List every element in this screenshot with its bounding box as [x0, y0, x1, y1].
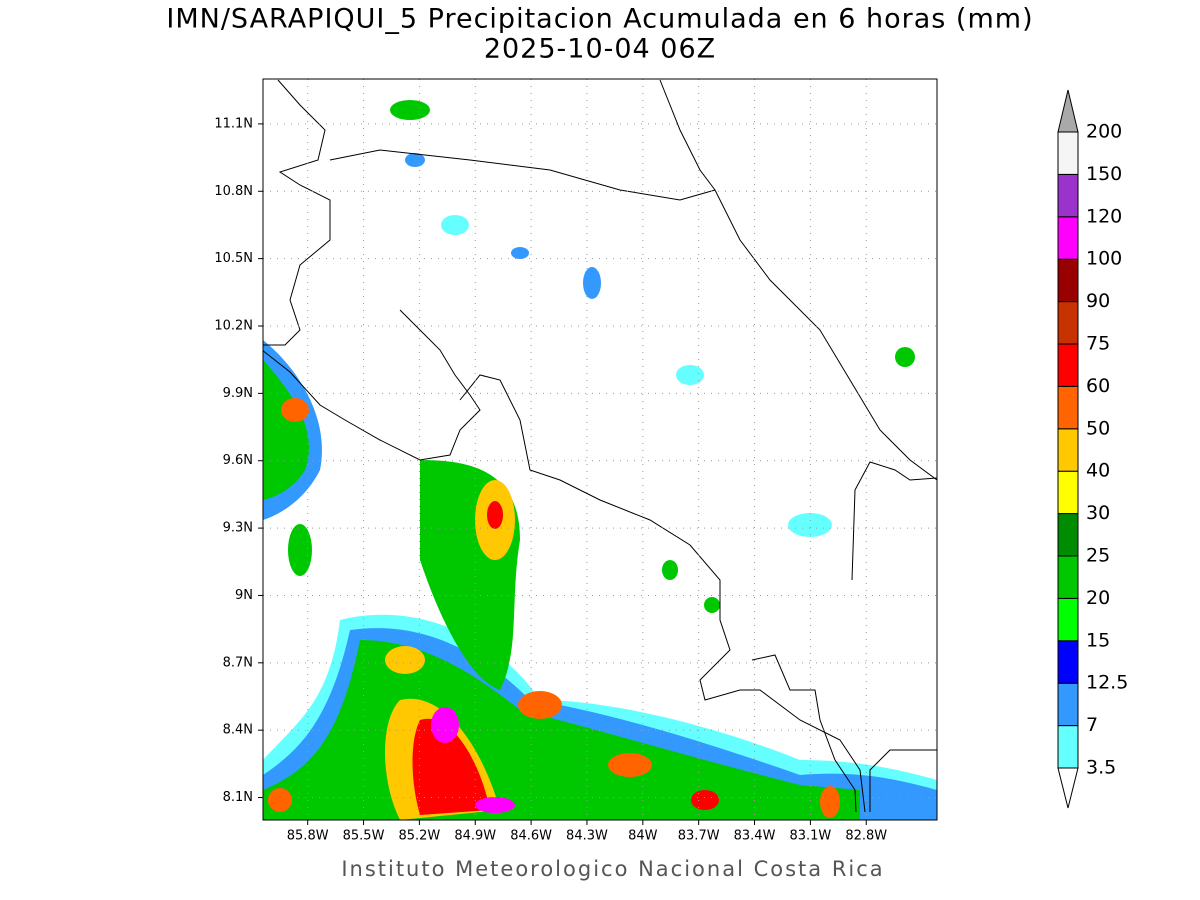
- colorbar-box: [1057, 428, 1079, 472]
- colorbar-label: 90: [1086, 290, 1110, 312]
- lon-tick-label: 83.1W: [789, 829, 831, 844]
- lat-tick-label: 11.1N: [214, 116, 253, 131]
- colorbar-box: [1057, 725, 1079, 769]
- colorbar-label: 12.5: [1086, 672, 1128, 694]
- map-frame: [262, 78, 938, 821]
- colorbar-box: [1057, 343, 1079, 387]
- lon-tick-label: 84.3W: [566, 829, 608, 844]
- colorbar-extend-low: [1057, 767, 1079, 809]
- lat-tick-label: 8.7N: [223, 655, 253, 670]
- colorbar-box: [1057, 131, 1079, 175]
- lat-tick-label: 9.9N: [223, 386, 253, 401]
- colorbar-box: [1057, 555, 1079, 599]
- lon-tick-label: 84.6W: [510, 829, 552, 844]
- colorbar-box: [1057, 513, 1079, 557]
- colorbar-label: 50: [1086, 417, 1110, 439]
- subtitle: 2025-10-04 06Z: [484, 34, 716, 65]
- colorbar-label: 75: [1086, 333, 1110, 355]
- colorbar-label: 120: [1086, 205, 1122, 227]
- colorbar-box: [1057, 385, 1079, 430]
- colorbar-box: [1057, 682, 1079, 727]
- lat-tick-label: 10.8N: [214, 184, 253, 199]
- colorbar-extend-high: [1057, 89, 1079, 133]
- colorbar: 3.5 7 12.5 15 20 25 30 40 50 60 75 90 100 120 150 200: [1057, 89, 1128, 809]
- lat-tick-label: 10.5N: [214, 251, 253, 266]
- lon-tick-label: 84.9W: [454, 829, 496, 844]
- colorbar-label: 40: [1086, 460, 1110, 482]
- lat-tick-label: 9.3N: [223, 521, 253, 536]
- lat-tick-label: 10.2N: [214, 319, 253, 334]
- colorbar-label: 25: [1086, 545, 1110, 567]
- colorbar-box: [1057, 597, 1079, 642]
- colorbar-label: 30: [1086, 502, 1110, 524]
- colorbar-box: [1057, 301, 1079, 345]
- colorbar-box: [1057, 640, 1079, 684]
- colorbar-label: 60: [1086, 375, 1110, 397]
- precip-field: [263, 100, 937, 820]
- lon-tick-label: 82.8W: [845, 829, 887, 844]
- colorbar-label: 3.5: [1086, 757, 1116, 779]
- colorbar-box: [1057, 258, 1079, 303]
- lon-tick-label: 83.7W: [678, 829, 720, 844]
- colorbar-label: 200: [1086, 121, 1122, 143]
- colorbar-label: 20: [1086, 587, 1110, 609]
- lat-tick-label: 8.1N: [223, 790, 253, 805]
- colorbar-label: 100: [1086, 248, 1122, 270]
- lon-tick-label: 85.8W: [287, 829, 329, 844]
- lon-tick-label: 85.5W: [343, 829, 385, 844]
- colorbar-box: [1057, 173, 1079, 218]
- lon-tick-label: 84W: [628, 829, 658, 844]
- colorbar-label: 15: [1086, 629, 1110, 651]
- lon-tick-label: 85.2W: [398, 829, 440, 844]
- colorbar-label: 7: [1086, 714, 1098, 736]
- footer: Instituto Meteorologico Nacional Costa R…: [341, 857, 884, 881]
- colorbar-label: 150: [1086, 163, 1122, 185]
- lat-tick-label: 9.6N: [223, 453, 253, 468]
- lon-tick-label: 83.4W: [734, 829, 776, 844]
- title: IMN/SARAPIQUI_5 Precipitacion Acumulada …: [166, 4, 1033, 35]
- coastlines: [263, 79, 937, 813]
- grid: 8.1N 8.4N 8.7N 9N 9.3N 9.6N 9.9N 10.2N 10.5N 10.8…: [214, 79, 937, 844]
- colorbar-box: [1057, 216, 1079, 260]
- lat-tick-label: 8.4N: [223, 723, 253, 738]
- lat-tick-label: 9N: [235, 588, 253, 603]
- colorbar-box: [1057, 470, 1079, 515]
